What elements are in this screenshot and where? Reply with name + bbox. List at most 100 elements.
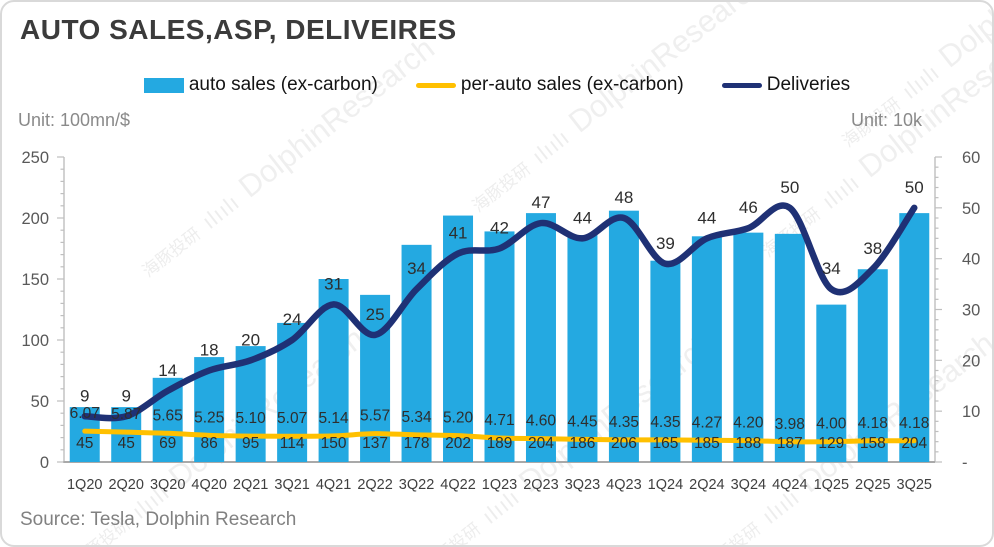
right-axis-tick-label: 50 (962, 200, 980, 218)
deliveries-value-label: 50 (780, 178, 799, 197)
legend-item-auto-sales: auto sales (ex-carbon) (143, 74, 378, 96)
x-axis-category-label: 1Q20 (67, 477, 102, 493)
bar-value-label: 188 (735, 435, 761, 452)
bar-value-label: 165 (652, 435, 678, 452)
x-axis-category-label: 3Q24 (731, 477, 766, 493)
deliveries-value-label: 25 (366, 305, 385, 324)
bar (650, 260, 681, 462)
asp-value-label: 5.65 (153, 407, 183, 424)
deliveries-value-label: 20 (241, 330, 260, 349)
left-axis-tick-label: 250 (21, 149, 49, 167)
x-axis-category-label: 2Q25 (855, 477, 890, 493)
deliveries-line (81, 202, 918, 422)
bar-value-label: 158 (860, 435, 886, 452)
legend-label-deliveries: Deliveries (766, 74, 851, 95)
x-axis-category-label: 1Q23 (482, 477, 517, 493)
deliveries-value-label: 44 (573, 208, 592, 227)
asp-value-label: 4.45 (567, 413, 597, 430)
watermark-en-text: DolphinResearch (561, 0, 771, 140)
deliveries-value-label: 38 (863, 239, 882, 258)
asp-value-label: 5.57 (360, 408, 390, 425)
x-axis-category-label: 4Q20 (191, 477, 226, 493)
bar-value-label: 45 (118, 435, 135, 452)
asp-value-label: 4.35 (609, 414, 639, 431)
left-axis-tick-label: 100 (21, 332, 49, 350)
deliveries-value-label: 24 (283, 310, 302, 329)
left-axis-tick-label: 50 (31, 393, 49, 411)
bar-value-label: 95 (242, 435, 259, 452)
line-swatch-icon (721, 82, 762, 88)
left-axis-tick-label: 200 (21, 210, 49, 228)
asp-value-label: 6.07 (70, 405, 100, 422)
right-axis-tick-label: 40 (962, 251, 980, 269)
deliveries-value-label: 39 (656, 234, 675, 253)
bar-value-label: 114 (280, 435, 305, 452)
bar (484, 231, 515, 462)
x-axis-category-label: 2Q21 (233, 477, 268, 493)
right-axis-tick-label: - (962, 454, 968, 472)
combo-chart: 0 50 100 150 200 250 - 10 20 30 40 50 60 45 45 69 86 95 11… (21, 149, 980, 493)
asp-value-label: 4.35 (650, 414, 680, 431)
unit-right-label: Unit: 10k (850, 110, 922, 130)
deliveries-value-label: 9 (121, 386, 130, 405)
asp-value-label: 5.25 (194, 409, 224, 426)
deliveries-value-label: 50 (905, 178, 924, 197)
legend-label-auto-sales: auto sales (ex-carbon) (188, 74, 378, 95)
deliveries-value-label: 42 (490, 219, 509, 238)
source-note: Source: Tesla, Dolphin Research (20, 509, 297, 530)
asp-value-label: 5.20 (443, 410, 474, 427)
bar-value-label: 69 (159, 435, 176, 452)
deliveries-value-label: 44 (697, 208, 716, 227)
unit-left-label: Unit: 100mn/$ (18, 110, 131, 130)
asp-line (82, 428, 917, 445)
x-axis-category-label: 3Q20 (150, 477, 185, 493)
left-axis-tick-label: 150 (21, 271, 49, 289)
bar (567, 235, 598, 462)
deliveries-value-label: 34 (822, 259, 841, 278)
bar-value-label: 86 (201, 435, 218, 452)
bar (857, 269, 888, 462)
deliveries-value-label: 9 (80, 386, 89, 405)
x-axis-category-label: 4Q21 (316, 477, 351, 493)
x-axis-category-label: 3Q25 (897, 477, 932, 493)
legend-item-deliveries: Deliveries (721, 74, 851, 96)
asp-value-label: 4.27 (692, 414, 722, 431)
asp-value-label: 4.18 (899, 415, 929, 432)
asp-value-label: 4.18 (858, 415, 888, 432)
deliveries-value-label: 46 (739, 198, 758, 217)
asp-value-label: 5.34 (401, 409, 432, 426)
bar (733, 232, 764, 462)
asp-value-label: 5.07 (277, 410, 307, 427)
bar-value-label: 178 (404, 435, 430, 452)
bar (774, 233, 805, 462)
watermark-en-text: DolphinResearch (932, 2, 992, 75)
x-axis-category-label: 4Q24 (772, 477, 807, 493)
bar-value-label: 150 (321, 435, 347, 452)
bar-value-label: 187 (777, 435, 803, 452)
deliveries-value-label: 34 (407, 259, 426, 278)
x-axis-category-label: 3Q21 (274, 477, 309, 493)
legend: auto sales (ex-carbon) per-auto sales (e… (2, 74, 992, 96)
bar-value-label: 137 (362, 435, 388, 452)
x-axis-category-label: 4Q22 (440, 477, 475, 493)
legend-item-per-auto-sales: per-auto sales (ex-carbon) (415, 74, 684, 96)
bar-value-label: 186 (570, 435, 596, 452)
deliveries-value-label: 31 (324, 274, 343, 293)
x-axis-category-label: 3Q23 (565, 477, 600, 493)
x-axis-category-label: 3Q22 (399, 477, 434, 493)
right-axis-tick-label: 10 (962, 403, 980, 421)
right-axis-tick-label: 20 (962, 352, 980, 370)
bar-swatch-icon (143, 77, 184, 93)
right-axis-tick-label: 60 (962, 149, 980, 167)
bar (816, 304, 847, 462)
x-axis-category-label: 2Q22 (357, 477, 392, 493)
deliveries-value-label: 18 (200, 341, 219, 360)
deliveries-value-label: 48 (614, 188, 633, 207)
bar-value-label: 206 (611, 435, 637, 452)
bar-value-label: 185 (694, 435, 720, 452)
legend-label-per-auto-sales: per-auto sales (ex-carbon) (460, 74, 684, 95)
x-axis-category-label: 4Q23 (606, 477, 641, 493)
bar-value-label: 45 (76, 435, 93, 452)
bar (899, 213, 930, 462)
